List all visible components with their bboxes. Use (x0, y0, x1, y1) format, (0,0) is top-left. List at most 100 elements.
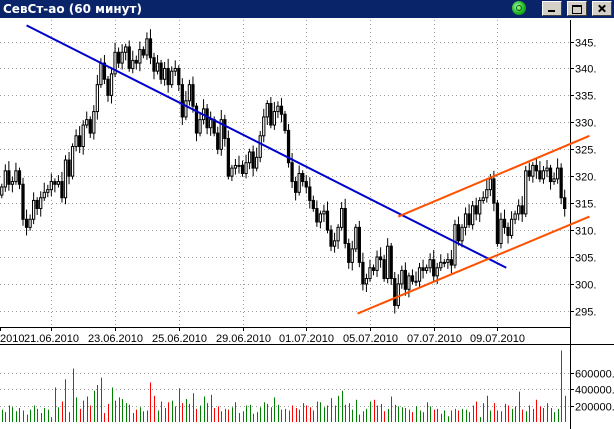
candle-body (78, 135, 82, 148)
candle-body (141, 49, 146, 56)
trendline-channel-upper (397, 134, 590, 218)
close-button[interactable] (592, 1, 612, 16)
candle-body (3, 170, 7, 188)
candle-body (279, 105, 284, 115)
candle-body (463, 213, 468, 228)
y-tick-label: 315. (575, 199, 596, 211)
candle-body (386, 245, 390, 280)
candle-body (247, 151, 252, 164)
candle-body (173, 67, 177, 72)
candle-body (325, 210, 330, 231)
y-tick-label: 305. (575, 253, 596, 265)
candle-body (354, 226, 358, 250)
candle-body (453, 224, 457, 266)
candle-body (527, 170, 531, 177)
candle-body (403, 269, 408, 290)
candle-body (485, 189, 489, 199)
candle-body (481, 197, 485, 201)
candle-body (304, 181, 308, 188)
y-tick-label: 330. (575, 118, 596, 130)
candle-body (332, 240, 337, 247)
x-tick-label: 21.06.2010 (24, 333, 79, 345)
minimize-button[interactable] (542, 1, 562, 16)
candle-body (244, 162, 248, 175)
candle-body (21, 183, 25, 220)
candle-body (226, 137, 230, 177)
y-tick-label: 345. (575, 38, 596, 50)
trendline-downtrend (26, 24, 507, 269)
maximize-button[interactable] (567, 1, 587, 16)
candle-body (308, 186, 312, 201)
volume-tick-label: 200000. (575, 402, 614, 414)
title-bar[interactable]: СевСт-ао (60 минут) (0, 0, 614, 18)
candle-body (446, 259, 450, 263)
candle-body (155, 62, 160, 72)
candle-body (187, 84, 192, 102)
candle-body (7, 170, 11, 185)
volume-tick-label: 600000. (575, 369, 614, 381)
candle-body (495, 202, 500, 245)
candle-body (237, 164, 241, 167)
candle-body (424, 267, 429, 271)
candle-body (548, 167, 553, 183)
candle-body (563, 197, 567, 210)
candle-body (95, 84, 99, 113)
candle-body (269, 102, 273, 126)
y-tick-label: 335. (575, 91, 596, 103)
candle-body (559, 167, 563, 199)
x-tick-label: 05.07.2010 (343, 333, 398, 345)
candle-body (120, 51, 124, 64)
candle-body (134, 59, 138, 64)
candle-body (258, 135, 262, 158)
x-tick-label: 01.07.2010 (279, 333, 334, 345)
candle-body (524, 170, 528, 215)
candle-body (99, 62, 103, 86)
connection-status-icon[interactable] (512, 1, 526, 15)
candle-body (509, 218, 514, 236)
candle-body (251, 151, 255, 169)
candle-body (318, 213, 323, 223)
candle-body (28, 218, 32, 228)
candle-body (127, 46, 131, 69)
candle-body (499, 218, 503, 245)
candle-body (32, 199, 36, 220)
candle-body (194, 105, 199, 134)
candle-body (467, 213, 471, 226)
candle-body (209, 119, 213, 129)
candle-body (131, 59, 135, 69)
candle-body (456, 224, 461, 242)
candle-body (14, 170, 18, 183)
candle-body (184, 100, 188, 118)
candle-body (42, 191, 46, 199)
candle-body (471, 205, 475, 226)
candle-body (538, 170, 542, 180)
candle-body (67, 159, 71, 177)
candle-body (311, 199, 315, 210)
candle-body (0, 186, 4, 196)
candle-body (223, 119, 227, 139)
candle-body (534, 164, 538, 172)
candle-body (336, 226, 340, 242)
candle-body (49, 181, 53, 191)
candle-body (85, 119, 89, 126)
candle-body (382, 259, 386, 280)
trendline-channel-lower (357, 215, 590, 315)
candle-body (265, 102, 269, 118)
x-tick-label: 07.07.2010 (407, 333, 462, 345)
x-tick-label: 29.06.2010 (216, 333, 271, 345)
x-tick-label: 25.06.2010 (152, 333, 207, 345)
y-tick-label: 325. (575, 145, 596, 157)
candle-body (488, 178, 492, 191)
y-tick-label: 310. (575, 226, 596, 238)
candle-body (417, 267, 422, 282)
candle-body (297, 173, 301, 193)
candle-body (162, 67, 167, 80)
candle-body (545, 167, 549, 172)
candle-body (138, 49, 142, 64)
x-tick-label: 09.07.2010 (470, 333, 525, 345)
candle-body (106, 78, 110, 96)
candle-body (283, 113, 287, 131)
x-tick-label: 23.06.2010 (88, 333, 143, 345)
